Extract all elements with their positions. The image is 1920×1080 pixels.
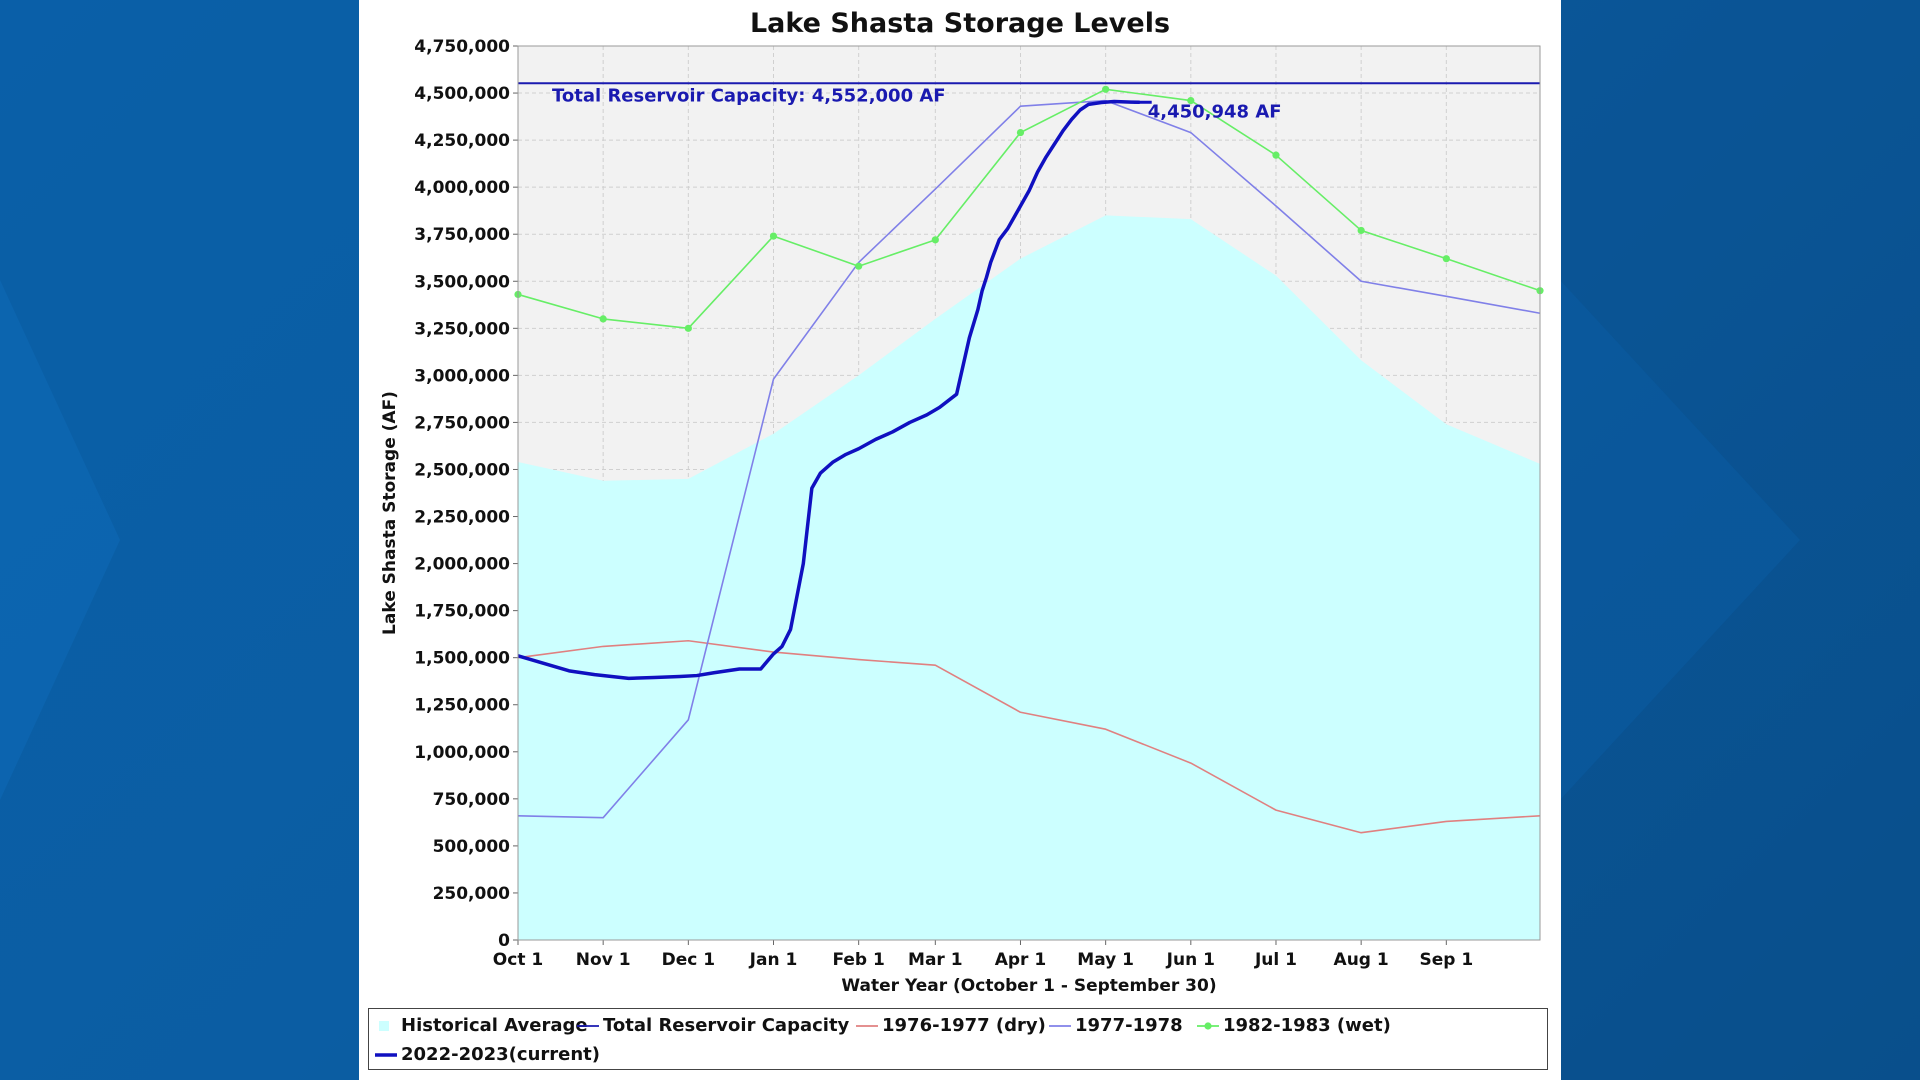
series-marker (1102, 85, 1110, 93)
y-tick-label: 2,500,000 (414, 460, 510, 480)
series-marker (931, 236, 939, 244)
series-marker (1187, 96, 1195, 105)
y-tick-label: 2,750,000 (414, 413, 510, 433)
legend-item: 1976-1977 (dry) (856, 1015, 1046, 1036)
series-2022-2023-current-line (517, 99, 1140, 681)
legend-item: 1982-1983 (wet) (1197, 1015, 1391, 1036)
x-tick-label: Mar 1 (908, 950, 963, 970)
y-tick-label: 4,500,000 (414, 84, 510, 104)
legend-swatch (856, 1024, 878, 1027)
legend-swatch (375, 1052, 397, 1057)
x-axis-title: Water Year (October 1 - September 30) (841, 976, 1216, 996)
legend-label: 2022-2023(current) (401, 1044, 600, 1065)
series-marker (1272, 151, 1280, 159)
y-tick-label: 1,000,000 (414, 743, 510, 763)
legend-label: Total Reservoir Capacity (603, 1015, 850, 1036)
y-tick-label: 4,750,000 (414, 37, 510, 57)
legend-label: 1977-1978 (1075, 1015, 1183, 1036)
chart: Lake Shasta Storage Levels 0 250,000 500,0… (380, 8, 1544, 996)
y-tick-label: 4,000,000 (414, 178, 510, 198)
legend-swatch (1049, 1024, 1071, 1027)
x-tick-label: Jun 1 (1166, 950, 1215, 970)
y-axis-title: Lake Shasta Storage (AF) (380, 391, 400, 635)
legend-item: Total Reservoir Capacity (577, 1015, 849, 1036)
series-marker (1442, 255, 1450, 263)
series-marker (684, 324, 692, 332)
y-tick-label: 2,000,000 (414, 555, 510, 575)
series-marker (1016, 128, 1025, 137)
x-tick-label: Dec 1 (662, 950, 715, 970)
x-tick-label: Feb 1 (832, 950, 884, 970)
y-tick-label: 3,500,000 (414, 272, 510, 292)
y-tick-label: 3,750,000 (414, 225, 510, 245)
x-tick-label: Aug 1 (1334, 950, 1389, 970)
series-marker (599, 315, 607, 323)
legend-item: Historical Average (375, 1015, 588, 1036)
legend-swatch (379, 1020, 389, 1031)
x-tick-label: May 1 (1077, 950, 1134, 970)
legend-swatch (577, 1024, 599, 1027)
y-tick-label: 1,500,000 (414, 649, 510, 669)
series-1977-1978-line (517, 99, 1541, 819)
series-1976-1977-dry-line (517, 639, 1541, 834)
y-tick-label: 3,000,000 (414, 366, 510, 386)
y-tick-label: 500,000 (433, 837, 511, 857)
x-tick-label: Jan 1 (749, 950, 798, 970)
current-value-annotation: 4,450,948 AF (1148, 101, 1282, 122)
series-marker (855, 262, 863, 270)
x-tick-label: Sep 1 (1419, 950, 1473, 970)
x-tick-label: Nov 1 (576, 950, 631, 970)
series-marker (1357, 226, 1365, 235)
y-tick-label: 1,250,000 (414, 696, 510, 716)
chart-title: Lake Shasta Storage Levels (750, 8, 1170, 39)
chart-panel: Lake Shasta Storage Levels 0 250,000 500,0… (359, 0, 1561, 1080)
y-tick-label: 3,250,000 (414, 319, 510, 339)
legend-label: 1982-1983 (wet) (1223, 1015, 1391, 1036)
y-tick-label: 1,750,000 (414, 602, 510, 622)
y-tick-label: 0 (498, 931, 510, 951)
x-tick-label: Oct 1 (493, 950, 543, 970)
legend: Historical Average Total Reservoir Capaci… (368, 1008, 1548, 1070)
y-tick-label: 4,250,000 (414, 131, 510, 151)
legend-swatch (1197, 1021, 1219, 1030)
y-tick-label: 250,000 (433, 884, 511, 904)
legend-item: 1977-1978 (1049, 1015, 1183, 1036)
x-tick-label: Apr 1 (995, 950, 1046, 970)
x-tick-label: Jul 1 (1254, 950, 1297, 970)
series-layer (514, 82, 1544, 941)
capacity-annotation: Total Reservoir Capacity: 4,552,000 AF (552, 85, 946, 106)
series-marker (769, 232, 778, 240)
legend-label: 1976-1977 (dry) (882, 1015, 1046, 1036)
plot-border (517, 45, 1541, 941)
legend-label: Historical Average (401, 1015, 588, 1036)
series-historical-average-area (518, 215, 1540, 941)
y-tick-label: 750,000 (433, 790, 511, 810)
axes: 0 250,000 500,000 750,000 1,000,000 1,250,000… (414, 37, 1541, 970)
legend-item: 2022-2023(current) (375, 1044, 600, 1065)
y-tick-label: 2,250,000 (414, 508, 510, 528)
